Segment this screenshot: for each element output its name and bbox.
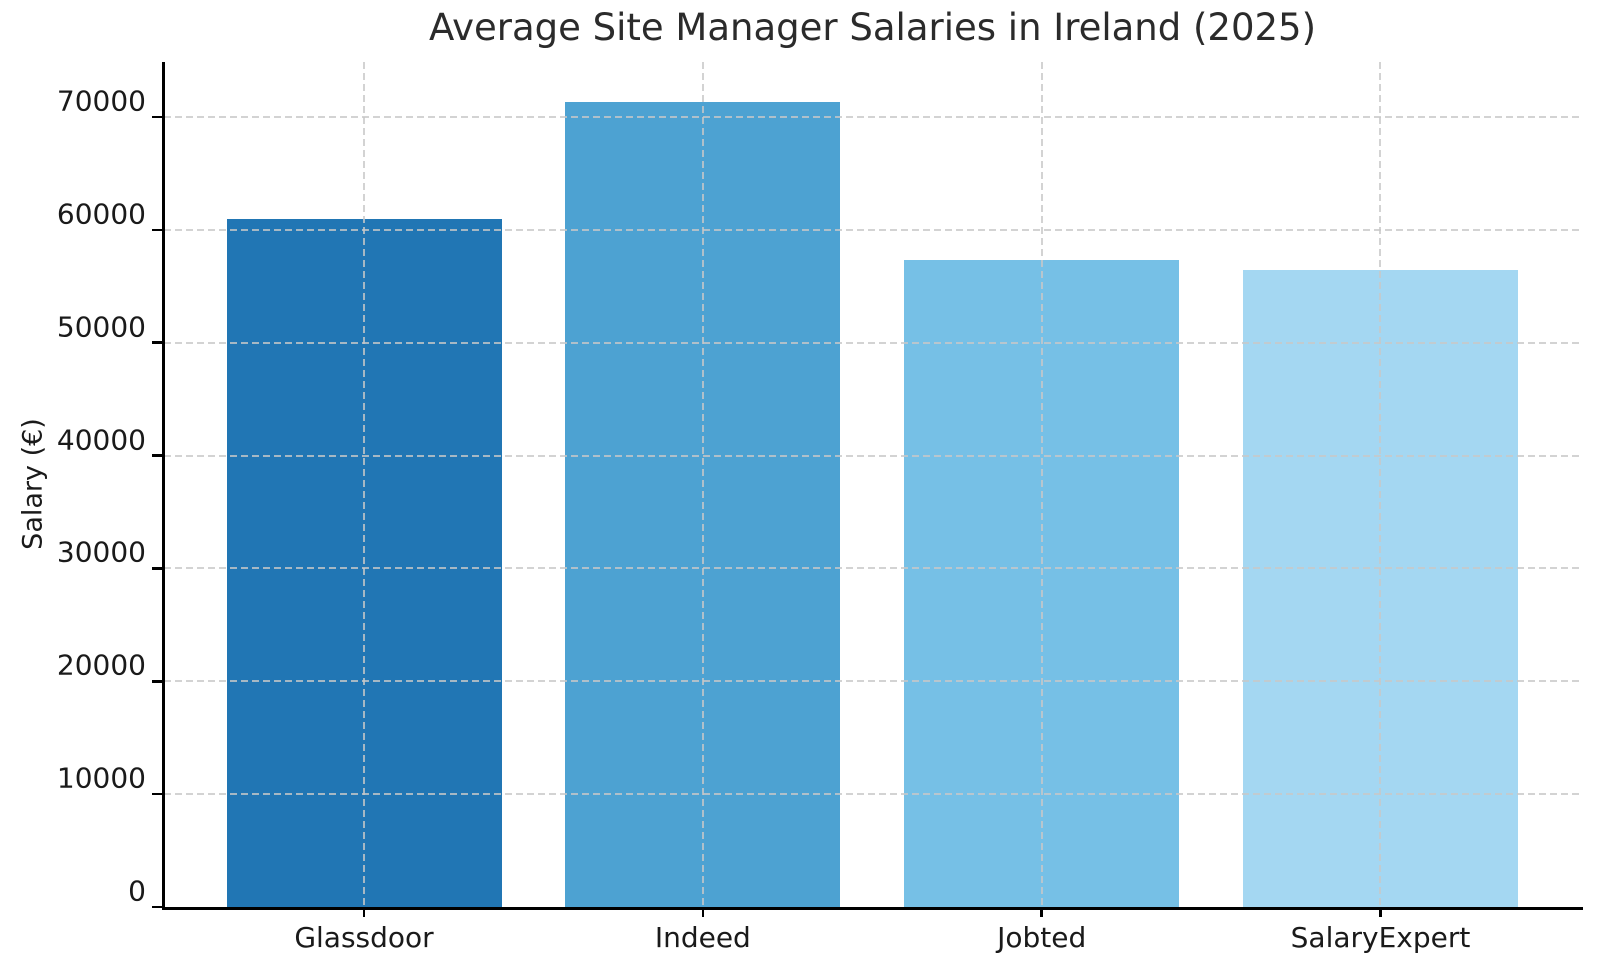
gridline-h [164, 228, 1581, 231]
y-axis-spine [162, 62, 165, 907]
y-tick-label: 10000 [56, 761, 146, 795]
gridline-h [164, 680, 1581, 683]
x-tick-label: Glassdoor [294, 921, 434, 954]
y-tick-mark [152, 905, 163, 909]
y-tick-mark [152, 567, 163, 570]
x-tick-label: Jobted [997, 921, 1087, 954]
chart-title: Average Site Manager Salaries in Ireland… [428, 6, 1317, 49]
y-tick-label: 0 [128, 874, 146, 908]
y-tick-label: 60000 [56, 197, 146, 231]
gridline-v [1040, 62, 1043, 907]
x-axis-spine [162, 907, 1583, 910]
gridline-h [164, 115, 1581, 118]
x-tick-mark [1040, 907, 1043, 917]
y-tick-mark [152, 341, 163, 344]
y-tick-label: 40000 [56, 423, 146, 457]
x-tick-mark [701, 907, 705, 917]
gridline-v [1379, 62, 1382, 907]
gridline-h [164, 793, 1581, 796]
x-tick-mark [1379, 907, 1382, 917]
gridline-h [164, 454, 1581, 457]
y-tick-mark [152, 115, 163, 119]
y-tick-label: 70000 [56, 84, 146, 118]
x-tick-label: Indeed [654, 921, 751, 954]
plot-area: 0 10000 20000 30000 40000 50000 60000 70000 Glas… [57, 62, 1583, 954]
x-tick-label: SalaryExpert [1290, 921, 1471, 954]
gridline-v [701, 62, 704, 907]
y-tick-mark [152, 680, 163, 683]
y-tick-mark [152, 792, 163, 796]
x-tick-mark [362, 907, 366, 917]
y-tick-mark [152, 228, 163, 232]
y-tick-mark [152, 454, 163, 457]
y-tick-label: 20000 [56, 648, 146, 682]
y-axis-label: Salary (€) [17, 418, 49, 550]
y-tick-label: 50000 [56, 310, 146, 344]
gridline-h [164, 341, 1581, 344]
gridline-v [363, 62, 365, 907]
y-tick-label: 30000 [56, 535, 146, 569]
gridline-h [164, 567, 1581, 570]
